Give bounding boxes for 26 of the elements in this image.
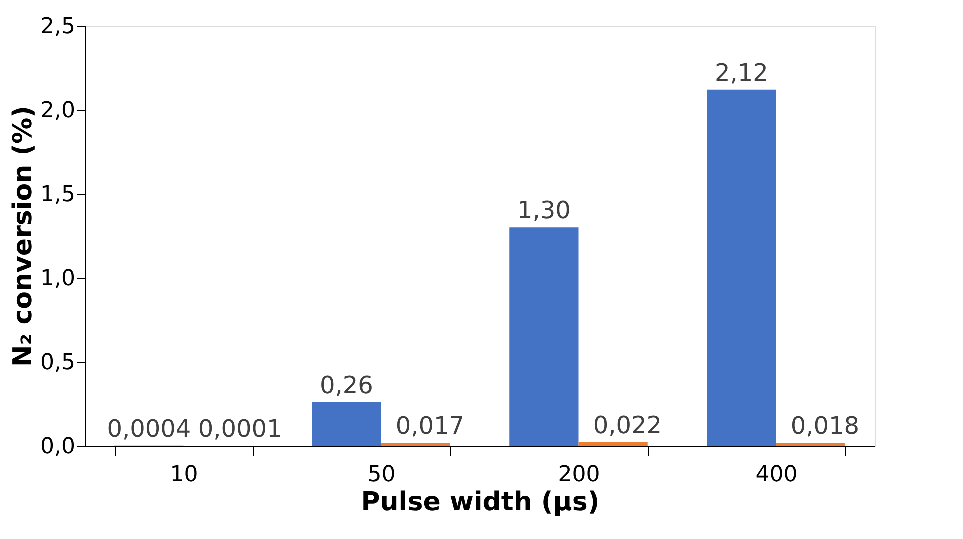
x-tick-label: 400 bbox=[756, 462, 798, 488]
x-tick-label: 200 bbox=[558, 462, 600, 488]
y-tick-label: 0,0 bbox=[40, 434, 76, 460]
bar bbox=[578, 442, 648, 446]
bar bbox=[707, 90, 776, 446]
y-tick-label: 1,5 bbox=[40, 182, 76, 208]
y-tick-label: 2,5 bbox=[40, 14, 76, 40]
bar bbox=[312, 402, 382, 446]
data-label: 2,12 bbox=[714, 58, 768, 87]
y-tick-label: 1,0 bbox=[40, 266, 76, 292]
x-tick-label: 50 bbox=[368, 462, 396, 488]
data-label: 0,0004 bbox=[107, 414, 192, 443]
y-tick-label: 0,5 bbox=[40, 350, 76, 376]
y-axis-title: N₂ conversion (%) bbox=[8, 106, 39, 368]
y-tick-label: 2,0 bbox=[40, 98, 76, 124]
data-label: 0,018 bbox=[790, 412, 860, 440]
x-axis-title: Pulse width (µs) bbox=[361, 488, 600, 518]
x-tick-label: 10 bbox=[170, 462, 198, 488]
data-label: 0,022 bbox=[593, 411, 662, 440]
data-label: 0,017 bbox=[396, 412, 465, 440]
bar bbox=[381, 443, 450, 446]
data-label: 1,30 bbox=[517, 196, 571, 225]
data-label: 0,0001 bbox=[198, 414, 282, 443]
data-label: 0,26 bbox=[320, 371, 374, 400]
bar bbox=[510, 228, 579, 446]
bar bbox=[776, 442, 846, 446]
